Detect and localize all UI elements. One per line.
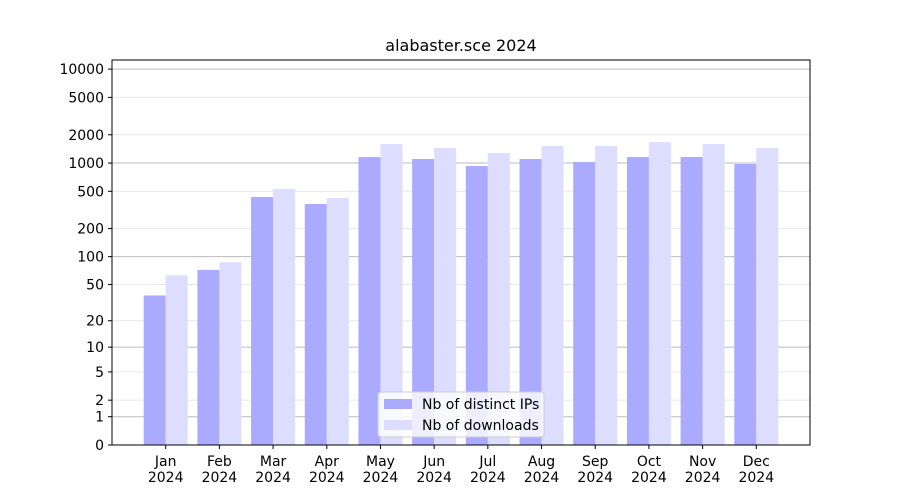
y-tick-label: 2000 xyxy=(68,128,104,144)
bar xyxy=(304,203,327,445)
legend-swatch xyxy=(384,420,412,430)
bar xyxy=(487,153,510,445)
y-tick-label: 5 xyxy=(95,365,104,381)
bar xyxy=(648,142,671,445)
legend-label: Nb of downloads xyxy=(422,418,539,434)
bar xyxy=(541,146,564,446)
bar xyxy=(595,146,618,446)
bar xyxy=(197,269,220,445)
bar xyxy=(219,262,242,445)
bar xyxy=(702,144,725,445)
bar xyxy=(326,198,349,445)
y-tick-label: 1000 xyxy=(68,156,104,172)
bar xyxy=(756,148,779,445)
bar xyxy=(143,295,166,445)
bars xyxy=(143,142,779,446)
y-tick-label: 200 xyxy=(77,222,104,238)
legend-swatch xyxy=(384,399,412,409)
x-tick-label: Feb 2024 xyxy=(202,454,238,486)
legend: Nb of distinct IPs Nb of downloads xyxy=(377,391,545,438)
bar xyxy=(465,166,488,445)
bar xyxy=(626,157,649,445)
bar xyxy=(165,275,188,445)
bar xyxy=(734,164,757,446)
bar xyxy=(412,159,435,445)
x-tick-label: Jan 2024 xyxy=(148,454,184,486)
x-tick-label: Jul 2024 xyxy=(470,454,506,486)
bar xyxy=(519,159,542,445)
bar xyxy=(251,197,274,445)
y-tick-label: 50 xyxy=(86,278,104,294)
x-tick-label: May 2024 xyxy=(363,454,399,486)
y-tick-label: 10000 xyxy=(59,62,104,78)
y-tick-label: 20 xyxy=(86,314,104,330)
x-tick-label: Sep 2024 xyxy=(577,454,613,486)
bar xyxy=(273,189,296,445)
plot-frame xyxy=(111,59,811,446)
x-tick-label: Jun 2024 xyxy=(416,454,452,486)
y-tick-label: 10 xyxy=(86,340,104,356)
y-tick-label: 0 xyxy=(95,438,104,454)
x-tick-label: Dec 2024 xyxy=(738,454,774,486)
x-tick-label: Aug 2024 xyxy=(524,454,560,486)
legend-box xyxy=(377,391,545,438)
legend-label: Nb of distinct IPs xyxy=(422,397,539,413)
x-tick-label: Nov 2024 xyxy=(685,454,721,486)
y-tick-label: 2 xyxy=(95,393,104,409)
bar xyxy=(573,162,596,445)
chart-title: alabaster.sce 2024 xyxy=(385,36,536,55)
bar xyxy=(380,144,403,445)
x-tick-label: Mar 2024 xyxy=(255,454,291,486)
bar xyxy=(680,157,703,445)
y-tick-label: 1 xyxy=(95,410,104,426)
x-tick-label: Apr 2024 xyxy=(309,454,345,486)
bar xyxy=(358,157,381,445)
x-tick-label: Oct 2024 xyxy=(631,454,667,486)
bar xyxy=(434,148,457,445)
y-tick-label: 5000 xyxy=(68,90,104,106)
y-tick-label: 100 xyxy=(77,250,104,266)
y-tick-label: 500 xyxy=(77,184,104,200)
